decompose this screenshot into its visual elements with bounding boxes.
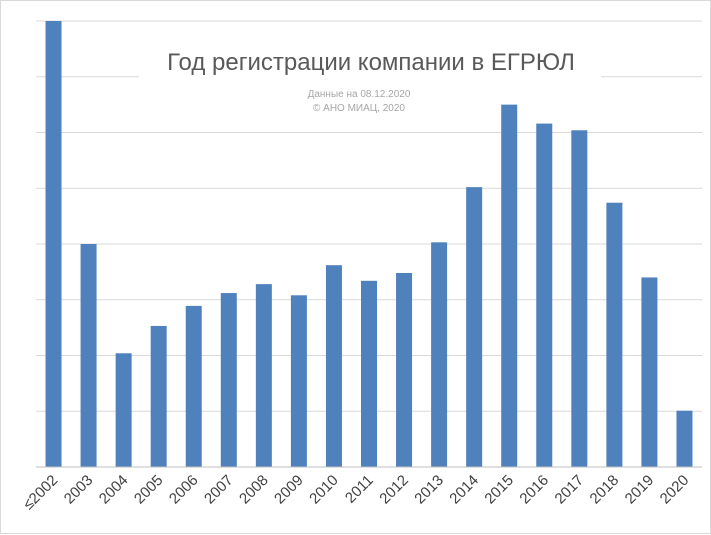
x-tick-label: 2016 <box>516 472 552 508</box>
x-tick-label: ≤2002 <box>20 472 61 513</box>
x-tick-label: 2007 <box>201 472 237 508</box>
bar-9 <box>361 280 377 467</box>
x-tick-label: 2008 <box>236 472 272 508</box>
x-tick-label: 2019 <box>622 472 658 508</box>
bar-11 <box>431 242 448 467</box>
x-tick-label: 2011 <box>342 472 377 507</box>
x-tick-label: 2012 <box>376 472 412 508</box>
chart-title: Год регистрации компании в ЕГРЮЛ <box>167 49 575 76</box>
x-tick-labels: ≤2002 2003 2004 2005 2006 2007 2008 2009 2010 201… <box>20 472 692 513</box>
x-tick-label: 2004 <box>96 472 132 508</box>
x-tick-label: 2018 <box>587 472 623 508</box>
bar-12 <box>466 187 483 467</box>
chart-subtitle-date: Данные на 08.12.2020 <box>308 89 411 100</box>
bar-7 <box>290 295 307 467</box>
bar-15 <box>571 130 588 467</box>
x-tick-label: 2009 <box>271 472 307 508</box>
bar-14 <box>536 123 553 467</box>
x-tick-label: 2020 <box>657 472 693 508</box>
bar-0 <box>45 21 62 467</box>
title-background <box>139 39 601 79</box>
x-tick-label: 2017 <box>552 472 588 508</box>
bar-4 <box>185 305 202 467</box>
x-tick-label: 2005 <box>131 472 167 508</box>
bar-3 <box>150 325 167 467</box>
x-tick-label: 2015 <box>481 472 517 508</box>
bars <box>45 21 693 467</box>
bar-5 <box>220 293 237 467</box>
bar-17 <box>641 277 658 467</box>
bar-10 <box>396 272 413 467</box>
x-tick-label: 2003 <box>61 472 97 508</box>
bar-18 <box>676 410 693 467</box>
bar-1 <box>80 244 97 467</box>
bar-2 <box>115 353 132 467</box>
x-tick-label: 2010 <box>306 472 342 508</box>
x-tick-label: 2006 <box>166 472 202 508</box>
x-tick-label: 2014 <box>446 472 482 508</box>
bar-16 <box>606 202 623 467</box>
x-tick-label: 2013 <box>411 472 447 508</box>
chart-subtitle-copyright: © АНО МИАЦ, 2020 <box>313 103 405 114</box>
bar-13 <box>501 104 518 467</box>
bar-6 <box>255 284 272 467</box>
bar-8 <box>325 265 342 467</box>
